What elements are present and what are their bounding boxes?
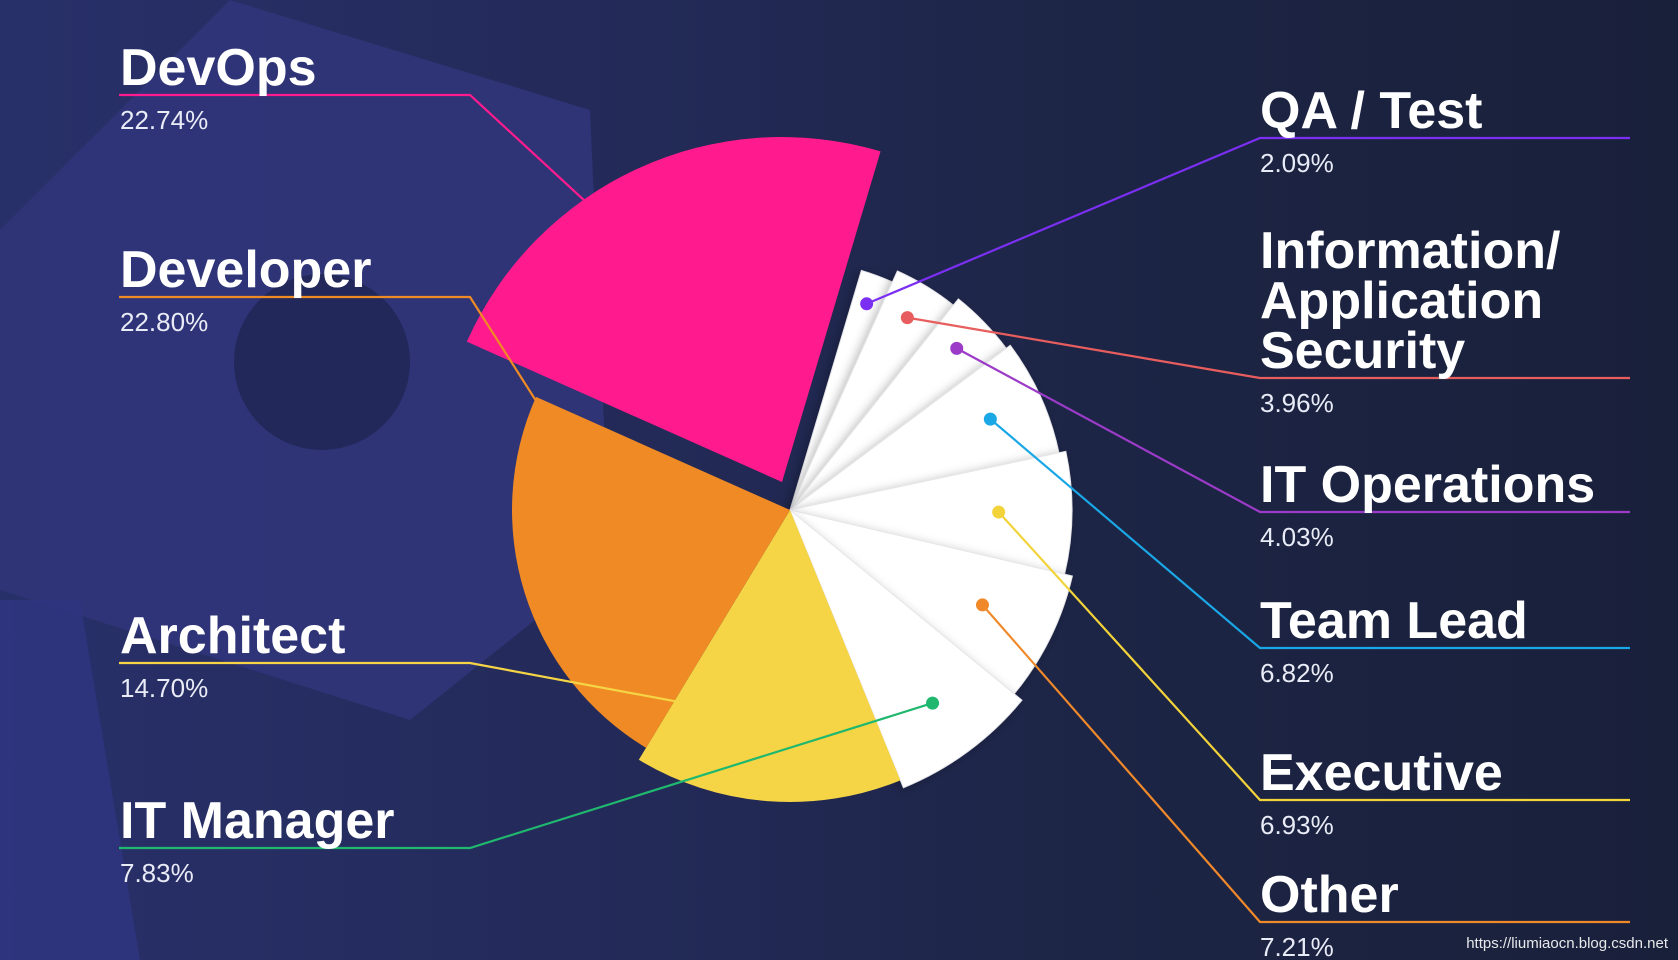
slice-label-it-manager: IT Manager	[120, 792, 395, 850]
pie-slices	[466, 137, 1073, 802]
background-band	[0, 600, 140, 960]
slice-label-line: Other	[1260, 866, 1399, 924]
leader-dot-qa-test	[860, 297, 874, 311]
leader-line-it-operations	[956, 347, 1630, 514]
slice-label-line: DevOps	[120, 39, 317, 97]
slice-label-devops: DevOps	[120, 39, 317, 97]
leader-lines	[119, 93, 1630, 924]
slice-label-architect: Architect	[120, 607, 345, 665]
slice-percent-it-operations: 4.03%	[1260, 522, 1334, 552]
leader-line-executive	[997, 511, 1630, 802]
leader-line-architect	[119, 661, 774, 721]
slice-percent-qa-test: 2.09%	[1260, 148, 1334, 178]
leader-dot-other	[975, 598, 989, 612]
background-circle	[234, 274, 410, 450]
pie-slice-architect	[638, 510, 901, 802]
slice-label-line: Application	[1260, 272, 1543, 330]
slice-percent-it-manager: 7.83%	[120, 858, 194, 888]
leader-line-other	[981, 604, 1630, 924]
slice-percent-information-application-security: 3.96%	[1260, 388, 1334, 418]
watermark-text: https://liumiaocn.blog.csdn.net	[1466, 935, 1668, 952]
leader-dot-it-operations	[950, 341, 964, 355]
slice-label-executive: Executive	[1260, 744, 1503, 802]
slice-label-line: Architect	[120, 607, 345, 665]
slice-labels: DevOps 22.74% QA / Test 2.09% Information/Ap…	[120, 39, 1595, 960]
slice-label-line: IT Manager	[120, 792, 395, 850]
slice-percent-devops: 22.74%	[120, 105, 208, 135]
slice-label-other: Other	[1260, 866, 1399, 924]
leader-dot-developer	[629, 551, 643, 565]
pie-slice-devops	[466, 137, 881, 483]
leader-line-team-lead	[989, 418, 1630, 650]
slice-label-developer: Developer	[120, 241, 371, 299]
leader-line-qa-test	[866, 136, 1630, 305]
slice-percent-developer: 22.80%	[120, 307, 208, 337]
slice-label-line: QA / Test	[1260, 82, 1482, 140]
leader-line-information-application-security	[907, 316, 1630, 380]
slice-percent-architect: 14.70%	[120, 673, 208, 703]
slice-label-information-application-security: Information/Application Security	[1260, 222, 1560, 380]
leader-dot-devops	[696, 303, 710, 317]
slice-label-line: Security	[1260, 322, 1465, 380]
pie-slice-team-lead	[789, 344, 1060, 511]
slice-label-line: Developer	[120, 241, 371, 299]
pie-slice-executive	[789, 450, 1073, 575]
slice-percent-other: 7.21%	[1260, 932, 1334, 960]
leader-dot-executive	[992, 505, 1006, 519]
pie-slice-other	[789, 509, 1073, 695]
slice-label-line: Information/	[1260, 222, 1560, 280]
slice-label-it-operations: IT Operations	[1260, 456, 1595, 514]
leader-line-it-manager	[119, 702, 933, 850]
leader-dot-information-application-security	[900, 311, 914, 325]
leader-dot-team-lead	[983, 412, 997, 426]
slice-label-line: Team Lead	[1260, 592, 1528, 650]
slice-percent-executive: 6.93%	[1260, 810, 1334, 840]
slice-label-line: Executive	[1260, 744, 1503, 802]
slice-label-team-lead: Team Lead	[1260, 592, 1528, 650]
leader-dot-it-manager	[926, 696, 940, 710]
pie-slice-developer	[511, 396, 790, 748]
leader-line-devops	[119, 93, 704, 311]
background-shapes	[0, 0, 610, 960]
pie-slice-it-manager	[789, 509, 1023, 789]
leader-line-developer	[119, 295, 638, 559]
slice-percent-team-lead: 6.82%	[1260, 658, 1334, 688]
leader-dot-architect	[767, 713, 781, 727]
slice-label-qa-test: QA / Test	[1260, 82, 1482, 140]
slice-label-line: IT Operations	[1260, 456, 1595, 514]
